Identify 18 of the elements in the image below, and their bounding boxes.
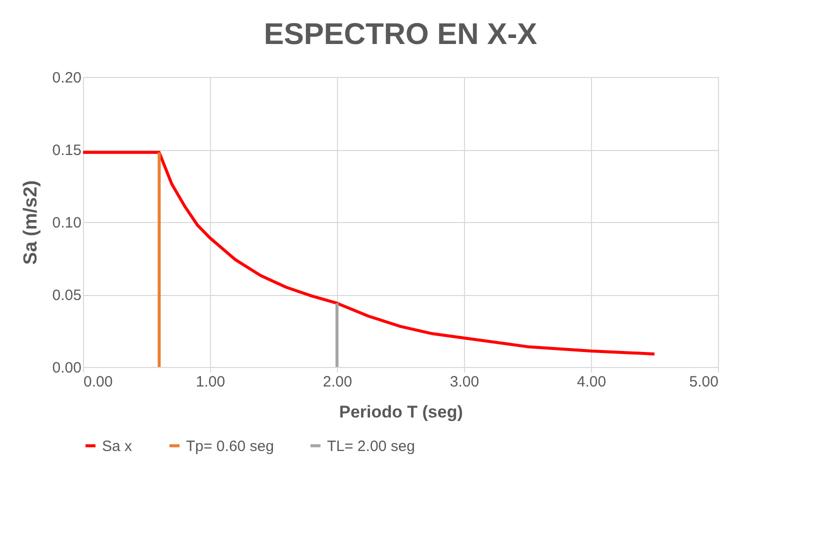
- legend-label: Tp= 0.60 seg: [186, 438, 274, 455]
- y-tick-label: 0.05: [52, 287, 82, 304]
- x-tick-label: 4.00: [576, 374, 606, 390]
- y-tick-label: 0.10: [52, 214, 82, 232]
- x-tick-label: 2.00: [322, 374, 352, 390]
- y-tick-label: 0.00: [52, 360, 82, 376]
- y-axis-title: Sa (m/s2): [20, 180, 42, 265]
- x-tick-label: 0.00: [84, 374, 113, 390]
- x-tick-label: 1.00: [196, 374, 226, 390]
- x-tick-label: 3.00: [450, 374, 480, 390]
- x-axis-title: Periodo T (seg): [339, 402, 463, 422]
- legend-label: Sa x: [102, 438, 133, 455]
- legend-label: TL= 2.00 seg: [327, 438, 415, 455]
- y-tick-label: 0.20: [52, 70, 82, 86]
- x-tick-label: 5.00: [689, 374, 718, 390]
- line-series: [82, 150, 656, 356]
- y-tick-label: 0.15: [52, 142, 82, 159]
- chart-title: ESPECTRO EN X-X: [264, 18, 538, 51]
